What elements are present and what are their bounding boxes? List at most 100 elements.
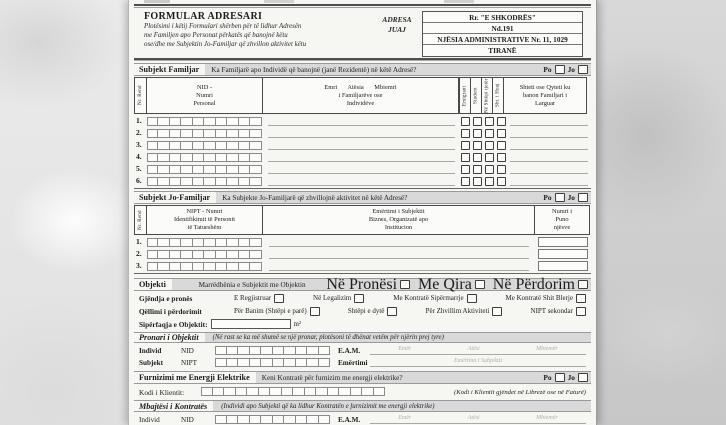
digit-box xyxy=(227,165,239,174)
option-label: Për Zhvillim Aktiviteti xyxy=(425,307,490,315)
digit-box xyxy=(146,117,159,126)
address-row: TIRANË xyxy=(423,45,582,56)
digit-box xyxy=(215,358,227,367)
digit-box xyxy=(284,346,296,355)
digit-box xyxy=(169,141,182,150)
field-hint: Emër xyxy=(398,415,412,421)
address-row: Nd.191 xyxy=(423,23,582,34)
section-band-object: Objekti Marrëdhënia e Subjektit me Objek… xyxy=(134,276,591,294)
nid-field xyxy=(146,117,263,126)
option-checkbox xyxy=(309,306,320,316)
yes-label: Po xyxy=(543,373,552,382)
checkbox-option: Me Kontratë Shit Blerje xyxy=(506,293,586,303)
status-checkbox xyxy=(485,177,495,186)
no-label: Jo xyxy=(567,193,575,202)
digit-box xyxy=(227,153,239,162)
digit-box xyxy=(215,177,228,186)
nonfamily-row: 2. xyxy=(134,247,591,259)
background-blur-right xyxy=(597,0,726,425)
digit-box xyxy=(215,250,228,259)
nid-field xyxy=(146,177,263,186)
col-header-status: Sht. i Huaj xyxy=(492,77,504,114)
digit-box xyxy=(284,358,296,367)
digit-box xyxy=(204,250,216,259)
digit-box xyxy=(192,165,205,174)
section-title: Furnizimi me Energji Elektrike xyxy=(134,372,256,383)
yes-label: Po xyxy=(543,65,552,74)
field-hint: Mbiemër xyxy=(536,346,558,352)
divider xyxy=(134,4,591,8)
option-label: Në Pronësi xyxy=(326,275,398,293)
address-label-line: ADRESA xyxy=(382,15,412,24)
status-checkbox xyxy=(472,141,482,150)
digit-cells xyxy=(146,177,262,186)
digit-box xyxy=(307,346,319,355)
digit-box xyxy=(247,386,259,396)
relation-options: Në Pronësi Me Qira Në Përdorim xyxy=(326,276,591,294)
country-field xyxy=(507,176,591,186)
digit-box xyxy=(250,117,262,126)
status-checkbox xyxy=(460,153,470,162)
form-subtitle-line: me Familjen apo Personat përkatës që ban… xyxy=(144,32,288,39)
digit-box xyxy=(226,358,238,367)
digit-box xyxy=(339,386,351,396)
digit-box xyxy=(307,358,319,367)
nid-label: NID xyxy=(181,416,194,424)
area-input-box xyxy=(210,319,291,329)
nid-label: NID xyxy=(181,347,194,355)
field-hint: Atësi xyxy=(467,346,480,352)
digit-box xyxy=(318,358,330,367)
digit-box xyxy=(192,262,205,271)
no-label: Jo xyxy=(567,65,575,74)
digit-box xyxy=(350,386,362,396)
col-header-line: Puno xyxy=(555,216,569,223)
digit-box xyxy=(227,250,239,259)
eam-label: E.A.M. xyxy=(338,416,361,424)
name-line xyxy=(268,164,455,174)
family-table-header: Nr. Rend NID - Numri Personal Emri Atësia … xyxy=(134,77,591,114)
status-checkboxes xyxy=(460,129,508,138)
section-question: Ka Familjarë apo Individë që banojnë (ja… xyxy=(211,65,417,74)
digit-box xyxy=(146,141,159,150)
client-code-label: Kodi i Klientit: xyxy=(139,387,185,397)
status-checkbox xyxy=(485,153,495,162)
col-header-line: Emri Atësia Mbiemri xyxy=(324,83,397,91)
digit-cells xyxy=(146,250,262,259)
digit-box xyxy=(146,165,159,174)
form-title-block: FORMULAR ADRESARI Plotësimi i këtij Form… xyxy=(144,11,376,56)
digit-box xyxy=(215,262,228,271)
digit-box xyxy=(227,141,239,150)
digit-box xyxy=(295,346,307,355)
digit-cells xyxy=(146,141,262,150)
digit-cells xyxy=(146,153,262,162)
section-band-energy: Furnizimi me Energji Elektrike Keni Kont… xyxy=(134,371,591,384)
digit-box xyxy=(192,238,205,247)
digit-box xyxy=(250,165,262,174)
purpose-options: Për Banim (Shtëpi e parë) Shtëpi e dytë Pë… xyxy=(234,306,586,316)
eam-label: E.A.M. xyxy=(338,347,361,355)
digit-box xyxy=(181,129,193,138)
option-label: Për Banim (Shtëpi e parë) xyxy=(234,307,307,315)
digit-box xyxy=(215,129,228,138)
divider xyxy=(134,58,591,61)
digit-box xyxy=(249,346,261,355)
digit-box xyxy=(192,250,205,259)
form-page: FORMULAR ADRESARI Plotësimi i këtij Form… xyxy=(128,0,597,425)
section-title: Subjekt Familjar xyxy=(134,64,206,75)
divider xyxy=(134,273,591,274)
area-unit: m² xyxy=(293,320,302,328)
section-title: Mbajtësi i Kontratës xyxy=(134,401,214,411)
field-hint: Emër xyxy=(398,346,412,352)
status-checkbox xyxy=(460,141,470,150)
digit-box xyxy=(238,250,251,259)
name-field xyxy=(263,176,459,186)
emertimi-label: Emërtimi xyxy=(338,359,368,367)
country-field xyxy=(507,116,591,126)
digit-box xyxy=(215,346,227,355)
holder-individual-row: Individ NID E.A.M. Emër Atësi Mbiemër xyxy=(134,414,591,424)
background-blur-left xyxy=(0,0,129,425)
digit-box xyxy=(238,415,250,424)
address-box: Rr. "E SHKODRËS" Nd.191 NJËSIA ADMINISTRAT… xyxy=(422,11,583,57)
yes-no-group: Po Jo xyxy=(543,373,591,382)
